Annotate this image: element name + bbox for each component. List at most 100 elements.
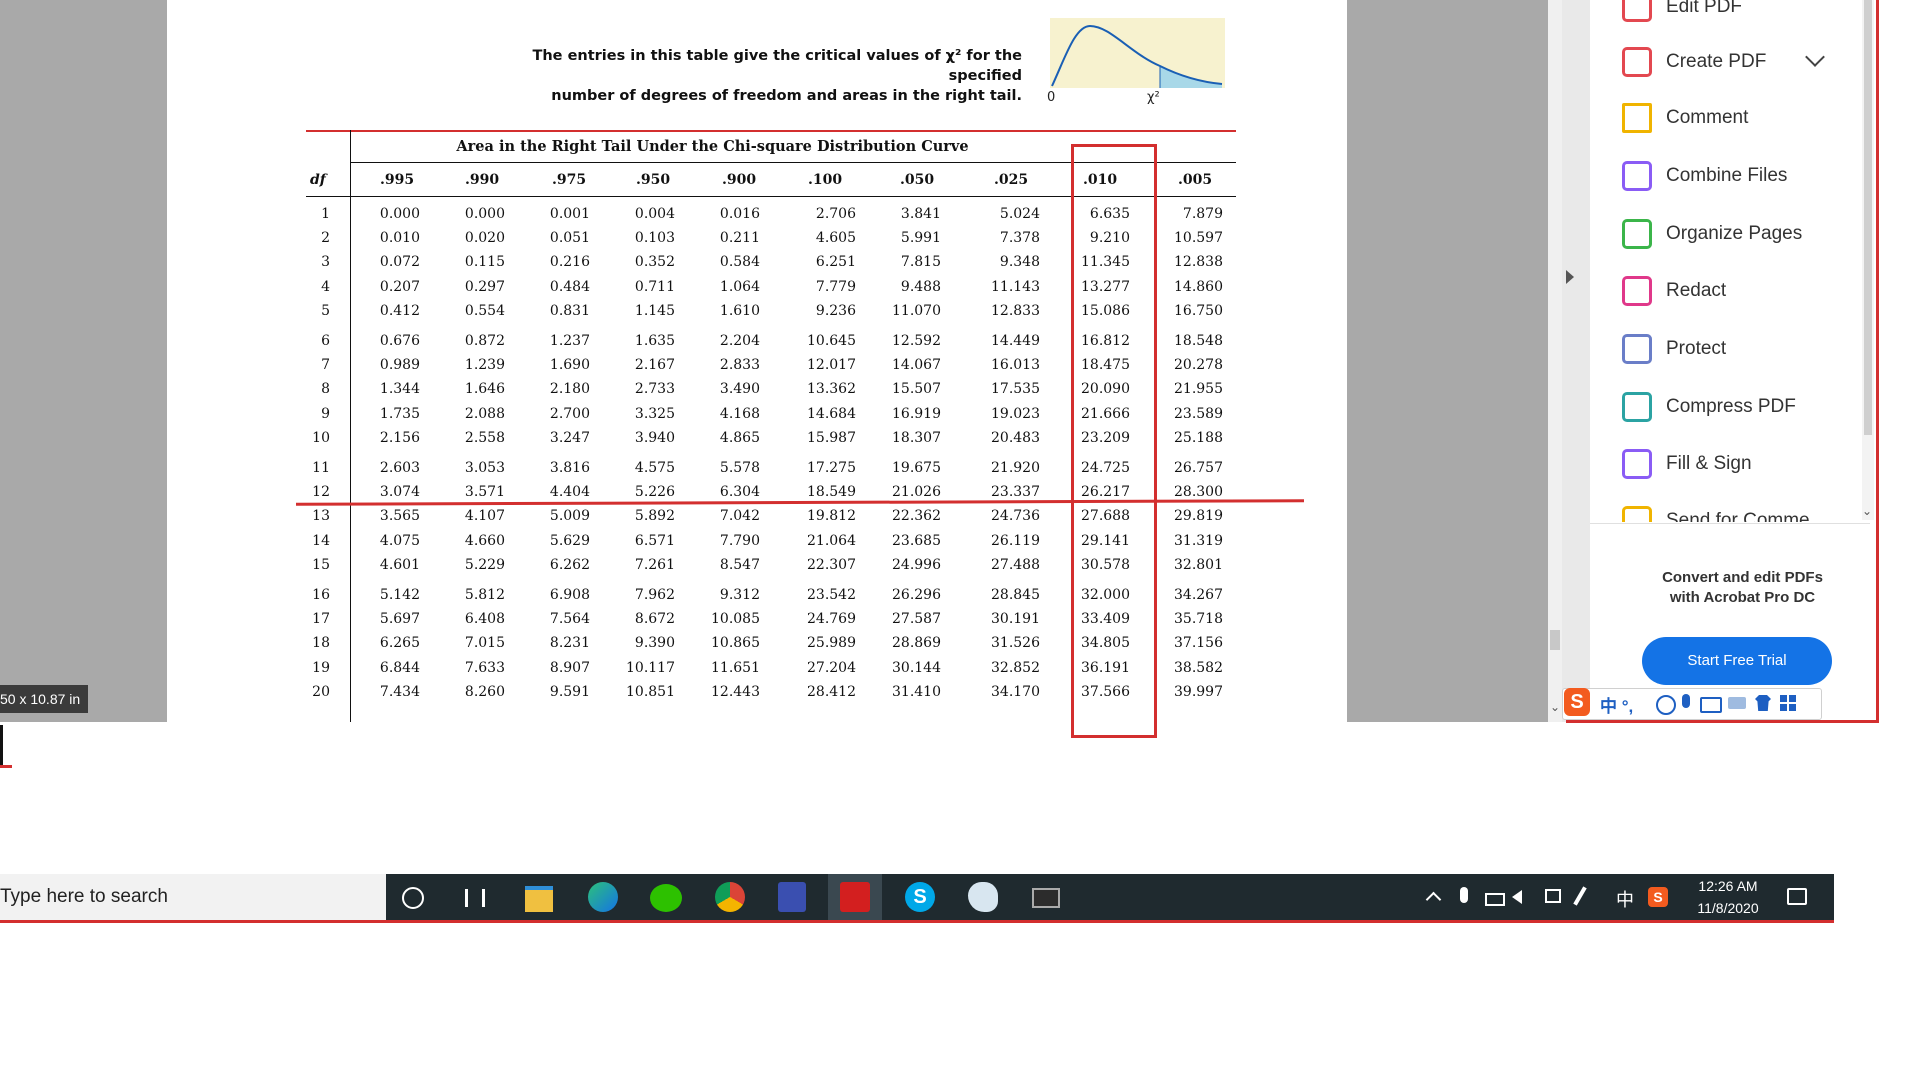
clock-date[interactable]: 11/8/2020 bbox=[1697, 900, 1759, 916]
tool-fill-sign[interactable]: Fill & Sign bbox=[1622, 445, 1872, 485]
table-cell: 18.307 bbox=[892, 429, 941, 446]
tray-network-icon[interactable] bbox=[1545, 889, 1561, 903]
ime-grid-icon[interactable] bbox=[1780, 695, 1796, 711]
table-cell: 1.064 bbox=[719, 278, 760, 295]
ime-voice-icon[interactable] bbox=[1682, 694, 1690, 708]
taskbar-search-box[interactable] bbox=[0, 874, 386, 923]
tool-protect[interactable]: Protect bbox=[1622, 330, 1872, 370]
app-settings-icon[interactable] bbox=[778, 882, 806, 912]
table-cell: 15.987 bbox=[807, 429, 856, 446]
table-row-df: 18 bbox=[312, 635, 330, 652]
table-cell: 7.261 bbox=[634, 556, 675, 573]
table-title-rule bbox=[350, 162, 1236, 163]
wechat-icon[interactable] bbox=[650, 884, 682, 912]
viewer-scrollbar[interactable] bbox=[1548, 0, 1562, 722]
table-cell: 18.549 bbox=[807, 484, 856, 501]
viewer-scrollbar-thumb[interactable] bbox=[1550, 630, 1560, 650]
ime-keyboard-icon[interactable] bbox=[1700, 697, 1722, 713]
tools-pane-scroll-thumb[interactable] bbox=[1864, 0, 1872, 435]
table-cell: 9.348 bbox=[999, 254, 1040, 271]
pdf-page[interactable] bbox=[167, 0, 1347, 722]
sogou-logo-icon[interactable]: S bbox=[1564, 688, 1590, 716]
table-cell: 8.672 bbox=[634, 611, 675, 628]
table-cell: 3.565 bbox=[379, 508, 420, 525]
table-cell: 13.277 bbox=[1081, 278, 1130, 295]
table-cell: 16.919 bbox=[892, 405, 941, 422]
table-row-df: 17 bbox=[312, 611, 330, 628]
curve-zero-label: 0 bbox=[1047, 90, 1056, 105]
skype-icon[interactable]: S bbox=[905, 882, 935, 912]
combine-files-icon bbox=[1622, 161, 1652, 191]
tool-create-pdf[interactable]: Create PDF bbox=[1622, 43, 1872, 83]
ime-toolbar[interactable] bbox=[1562, 688, 1822, 720]
table-row-df: 1 bbox=[321, 206, 330, 222]
tool-compress-pdf[interactable]: Compress PDF bbox=[1622, 388, 1872, 428]
table-cell: 0.016 bbox=[719, 206, 760, 222]
table-cell: 0.051 bbox=[549, 230, 590, 247]
tray-volume-icon[interactable] bbox=[1512, 890, 1522, 904]
taskbar-search-input[interactable]: Type here to search bbox=[0, 886, 168, 907]
tool-organize-pages[interactable]: Organize Pages bbox=[1622, 215, 1872, 255]
table-cell: 37.156 bbox=[1174, 635, 1223, 652]
table-row-df: 3 bbox=[321, 254, 330, 271]
table-cell: 7.564 bbox=[549, 611, 590, 628]
tray-ime-indicator[interactable]: 中 bbox=[1616, 890, 1634, 910]
paint-icon[interactable] bbox=[968, 882, 998, 912]
ime-shirt-icon[interactable] bbox=[1755, 695, 1771, 711]
tool-combine-files[interactable]: Combine Files bbox=[1622, 157, 1872, 197]
tools-pane-scroll-down[interactable]: ⌄ bbox=[1862, 504, 1873, 518]
table-cell: 0.115 bbox=[464, 254, 505, 271]
cortana-icon[interactable] bbox=[402, 887, 424, 909]
table-cell: 6.635 bbox=[1089, 206, 1130, 222]
table-cell: 2.833 bbox=[719, 357, 760, 374]
table-cell: 5.578 bbox=[719, 460, 760, 476]
table-cell: 14.684 bbox=[807, 405, 856, 422]
chrome-icon[interactable] bbox=[715, 882, 745, 912]
ime-skin-icon[interactable] bbox=[1728, 697, 1746, 709]
clock-time[interactable]: 12:26 AM bbox=[1698, 878, 1758, 894]
start-free-trial-button[interactable]: Start Free Trial bbox=[1642, 637, 1832, 685]
tool-label: Redact bbox=[1666, 280, 1727, 301]
action-center-icon[interactable] bbox=[1787, 888, 1807, 905]
tray-mic-icon[interactable] bbox=[1460, 887, 1468, 903]
tool-send-for-comment[interactable]: Send for Comme bbox=[1622, 502, 1872, 522]
table-cell: 0.000 bbox=[379, 206, 420, 222]
table-cell: 12.592 bbox=[892, 333, 941, 349]
column-header: .975 bbox=[552, 172, 587, 188]
tool-edit-pdf[interactable]: Edit PDF bbox=[1622, 0, 1872, 28]
table-cell: 3.247 bbox=[549, 429, 590, 446]
tray-battery-icon[interactable] bbox=[1485, 893, 1505, 906]
taskbar bbox=[386, 874, 1834, 923]
task-view-icon[interactable] bbox=[465, 889, 485, 907]
table-cell: 1.635 bbox=[634, 333, 675, 349]
table-cell: 23.209 bbox=[1081, 429, 1130, 446]
tool-comment[interactable]: Comment bbox=[1622, 99, 1872, 139]
table-cell: 12.017 bbox=[807, 357, 856, 374]
table-cell: 5.697 bbox=[379, 611, 420, 628]
file-explorer-icon[interactable] bbox=[525, 886, 553, 912]
table-cell: 32.000 bbox=[1081, 587, 1130, 603]
table-cell: 1.237 bbox=[549, 333, 590, 349]
edge-icon[interactable] bbox=[588, 882, 618, 912]
acrobat-icon[interactable] bbox=[840, 882, 870, 912]
ime-mode-text[interactable]: 中 °, bbox=[1600, 697, 1634, 716]
table-cell: 22.362 bbox=[892, 508, 941, 525]
panel-collapse-arrow[interactable] bbox=[1566, 270, 1574, 284]
column-header: .995 bbox=[380, 172, 415, 188]
table-row-df: 16 bbox=[312, 587, 330, 603]
table-cell: 28.869 bbox=[892, 635, 941, 652]
redact-icon bbox=[1622, 276, 1652, 306]
table-cell: 11.345 bbox=[1081, 254, 1130, 271]
column-header: .900 bbox=[722, 172, 757, 188]
tool-redact[interactable]: Redact bbox=[1622, 272, 1872, 312]
ime-emoji-icon[interactable] bbox=[1656, 695, 1676, 715]
table-cell: 15.086 bbox=[1081, 302, 1130, 319]
tool-label: Create PDF bbox=[1666, 51, 1767, 72]
scroll-down-arrow[interactable]: ⌄ bbox=[1550, 700, 1561, 714]
terminal-icon[interactable] bbox=[1032, 888, 1060, 908]
tray-sogou-icon[interactable]: S bbox=[1648, 887, 1668, 907]
table-cell: 8.907 bbox=[549, 659, 590, 676]
create-pdf-icon bbox=[1622, 47, 1652, 77]
table-description: The entries in this table give the criti… bbox=[500, 46, 1022, 106]
table-row-df: 10 bbox=[312, 429, 330, 446]
